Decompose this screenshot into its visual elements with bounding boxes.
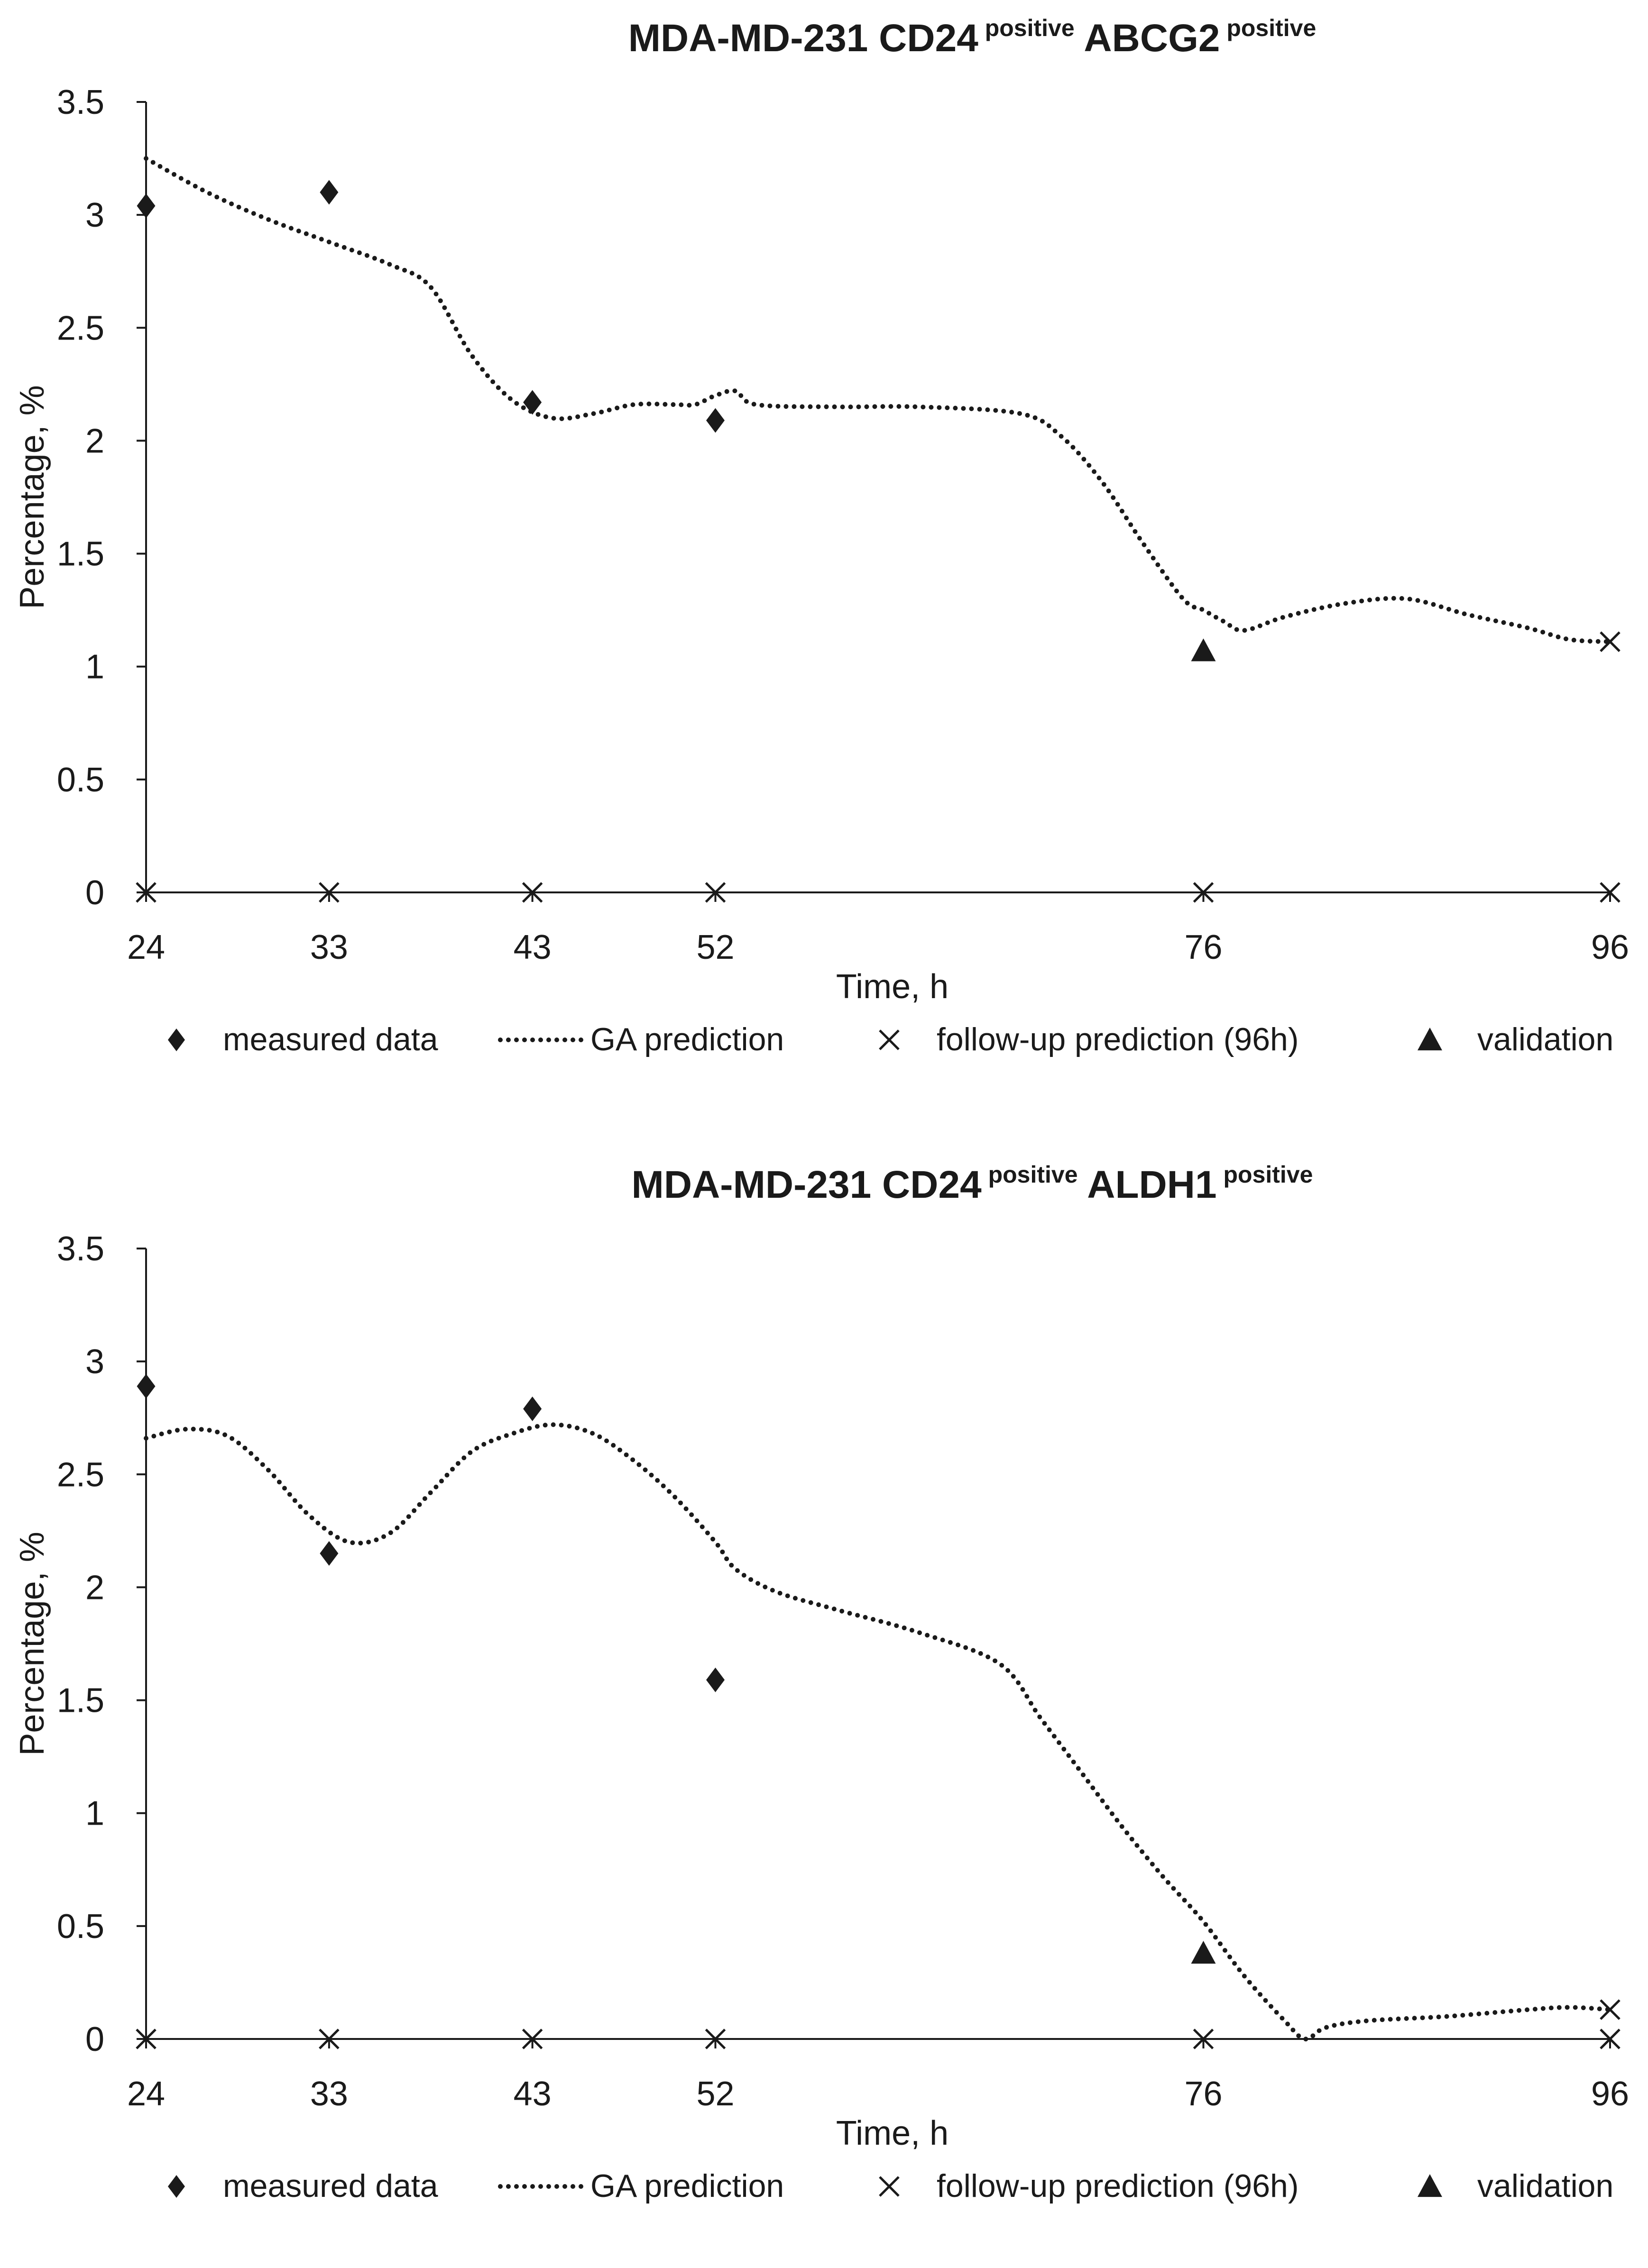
follow-up-prediction-point — [1600, 1999, 1620, 2020]
measured-data-point — [523, 1396, 542, 1422]
follow-up-prediction-point — [705, 2029, 726, 2049]
follow-up-prediction-point — [1193, 882, 1214, 903]
x-tick-label: 33 — [310, 928, 348, 966]
y-tick-label: 3 — [85, 196, 104, 234]
measured-data-point — [523, 390, 542, 415]
chart-title: MDA-MD-231 CD24 positive ALDH1 positive — [632, 1161, 1313, 1206]
y-tick-label: 0.5 — [57, 1908, 104, 1946]
legend-label: validation — [1477, 1021, 1613, 1057]
y-tick-label: 2 — [85, 422, 104, 460]
follow-up-prediction-point — [1600, 882, 1620, 903]
legend-label: measured data — [223, 1021, 438, 1057]
measured-data-point — [320, 180, 339, 205]
validation-point — [1191, 1941, 1216, 1964]
legend-label: follow-up prediction (96h) — [937, 1021, 1299, 1057]
y-axis-label: Percentage, % — [13, 385, 51, 609]
legend-label: validation — [1477, 2168, 1613, 2204]
ga-prediction-line — [144, 1422, 1612, 2042]
measured-data-point — [320, 1541, 339, 1566]
follow-up-prediction-point — [319, 2029, 340, 2049]
follow-up-prediction-point — [319, 882, 340, 903]
y-tick-label: 1 — [85, 1795, 104, 1833]
chart-title-sup1: positive — [978, 15, 1075, 41]
chart-panel-aldh1: MDA-MD-231 CD24 positive ALDH1 positive 0… — [0, 1147, 1648, 2268]
follow-up-prediction-point — [705, 882, 726, 903]
legend-triangle-icon — [1418, 2174, 1442, 2197]
measured-data-point — [137, 1374, 156, 1399]
legend-label: GA prediction — [590, 2168, 784, 2204]
x-tick-label: 96 — [1591, 2075, 1629, 2113]
legend-diamond-icon — [168, 2175, 185, 2198]
y-tick-label: 2.5 — [57, 1456, 104, 1494]
x-tick-label: 24 — [127, 928, 165, 966]
x-tick-label: 96 — [1591, 928, 1629, 966]
x-tick-label: 33 — [310, 2075, 348, 2113]
legend-label: follow-up prediction (96h) — [937, 2168, 1299, 2204]
y-tick-label: 1.5 — [57, 1682, 104, 1720]
chart-panel-abcg2: MDA-MD-231 CD24 positive ABCG2 positive 0… — [0, 0, 1648, 1121]
x-tick-label: 43 — [514, 928, 552, 966]
legend-diamond-icon — [168, 1028, 185, 1051]
x-tick-label: 52 — [696, 928, 734, 966]
chart-title-mid: ABCG2 — [1075, 17, 1220, 60]
chart-title-prefix: MDA-MD-231 CD24 — [632, 1163, 982, 1206]
follow-up-prediction-point — [1600, 2029, 1620, 2049]
y-tick-label: 3.5 — [57, 83, 104, 121]
legend-x-icon — [879, 1029, 900, 1050]
y-tick-label: 1 — [85, 648, 104, 686]
y-axis-label: Percentage, % — [13, 1532, 51, 1755]
x-tick-label: 76 — [1184, 2075, 1222, 2113]
x-tick-label: 76 — [1184, 928, 1222, 966]
x-tick-label: 24 — [127, 2075, 165, 2113]
chart-title-sup2: positive — [1217, 1161, 1313, 1188]
y-tick-label: 3 — [85, 1343, 104, 1381]
validation-point — [1191, 638, 1216, 661]
ga-prediction-line — [144, 156, 1612, 644]
chart-title-mid: ALDH1 — [1078, 1163, 1217, 1206]
legend-label: GA prediction — [590, 1021, 784, 1057]
legend-x-icon — [879, 2176, 900, 2197]
chart-title-prefix: MDA-MD-231 CD24 — [628, 17, 979, 60]
y-tick-label: 0.5 — [57, 761, 104, 799]
y-tick-label: 3.5 — [57, 1230, 104, 1268]
legend-label: measured data — [223, 2168, 438, 2204]
follow-up-prediction-point — [1193, 2029, 1214, 2049]
follow-up-prediction-point — [522, 2029, 543, 2049]
follow-up-prediction-point — [1600, 631, 1620, 652]
y-tick-label: 1.5 — [57, 535, 104, 573]
legend-triangle-icon — [1418, 1028, 1442, 1051]
follow-up-prediction-point — [136, 882, 157, 903]
y-tick-label: 0 — [85, 874, 104, 912]
chart-title-sup1: positive — [982, 1161, 1078, 1188]
follow-up-prediction-point — [522, 882, 543, 903]
x-axis-label: Time, h — [836, 968, 948, 1006]
follow-up-prediction-point — [136, 2029, 157, 2049]
y-tick-label: 2 — [85, 1569, 104, 1607]
x-tick-label: 52 — [696, 2075, 734, 2113]
measured-data-point — [706, 408, 725, 433]
chart-title: MDA-MD-231 CD24 positive ABCG2 positive — [628, 15, 1317, 60]
chart-svg: MDA-MD-231 CD24 positive ALDH1 positive 0… — [13, 1161, 1629, 2204]
y-tick-label: 2.5 — [57, 309, 104, 347]
measured-data-point — [137, 193, 156, 219]
measured-data-point — [706, 1667, 725, 1692]
chart-svg: MDA-MD-231 CD24 positive ABCG2 positive 0… — [13, 15, 1629, 1057]
chart-title-sup2: positive — [1220, 15, 1316, 41]
y-tick-label: 0 — [85, 2020, 104, 2058]
x-axis-label: Time, h — [836, 2114, 948, 2152]
x-tick-label: 43 — [514, 2075, 552, 2113]
